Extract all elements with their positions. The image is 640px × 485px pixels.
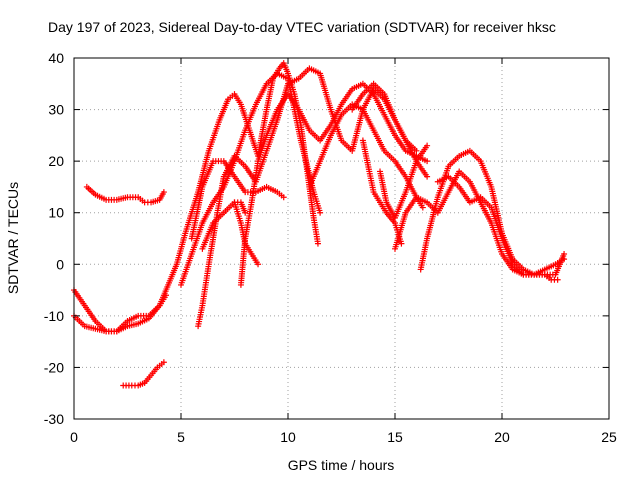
x-tick-label: 20 — [494, 429, 510, 445]
series-track-14 — [392, 168, 568, 278]
series-track-13 — [359, 137, 405, 247]
x-axis-label: GPS time / hours — [288, 457, 395, 473]
data-point — [424, 173, 431, 180]
series-track-1 — [83, 183, 167, 206]
y-tick-label: 0 — [56, 256, 64, 272]
series-track-15 — [417, 147, 568, 278]
data-point — [561, 250, 568, 257]
series-track-8 — [199, 199, 249, 252]
data-point — [424, 158, 431, 165]
data-point — [163, 292, 170, 299]
x-tick-label: 25 — [601, 429, 617, 445]
series-track-4 — [120, 359, 167, 389]
series-track-5 — [178, 70, 324, 288]
series-track-9 — [237, 80, 431, 288]
y-tick-label: -20 — [44, 359, 64, 375]
data-point — [160, 359, 167, 366]
y-tick-label: 40 — [48, 50, 64, 66]
y-tick-label: 30 — [48, 102, 64, 118]
y-tick-label: 10 — [48, 205, 64, 221]
y-tick-label: -30 — [44, 411, 64, 427]
y-tick-label: -10 — [44, 308, 64, 324]
tick-layer — [73, 57, 610, 420]
data-layer — [71, 60, 568, 389]
x-tick-label: 10 — [280, 429, 296, 445]
y-tick-label: 20 — [48, 153, 64, 169]
data-point — [554, 276, 561, 283]
tick-label-layer: 0 5 10 15 20 25 -30 -20 -10 0 10 20 30 40 — [44, 50, 617, 445]
data-point — [280, 194, 287, 201]
data-point — [317, 209, 324, 216]
x-tick-label: 0 — [70, 429, 78, 445]
data-point — [413, 147, 420, 154]
chart-title: Day 197 of 2023, Sidereal Day-to-day VTE… — [48, 19, 556, 35]
series-track-16 — [434, 173, 561, 283]
data-point — [419, 204, 426, 211]
series-track-10 — [231, 199, 262, 268]
x-tick-label: 15 — [387, 429, 403, 445]
y-axis-label: SDTVAR / TECUs — [5, 182, 21, 294]
data-point — [242, 209, 249, 216]
series-track-3 — [71, 292, 170, 335]
x-tick-label: 5 — [177, 429, 185, 445]
series-track-17 — [377, 142, 431, 221]
data-point — [424, 142, 431, 149]
data-point — [160, 189, 167, 196]
data-point — [314, 240, 321, 247]
data-point — [255, 261, 262, 268]
plot-frame — [73, 57, 610, 420]
series-track-12 — [349, 80, 431, 180]
data-point — [398, 240, 405, 247]
